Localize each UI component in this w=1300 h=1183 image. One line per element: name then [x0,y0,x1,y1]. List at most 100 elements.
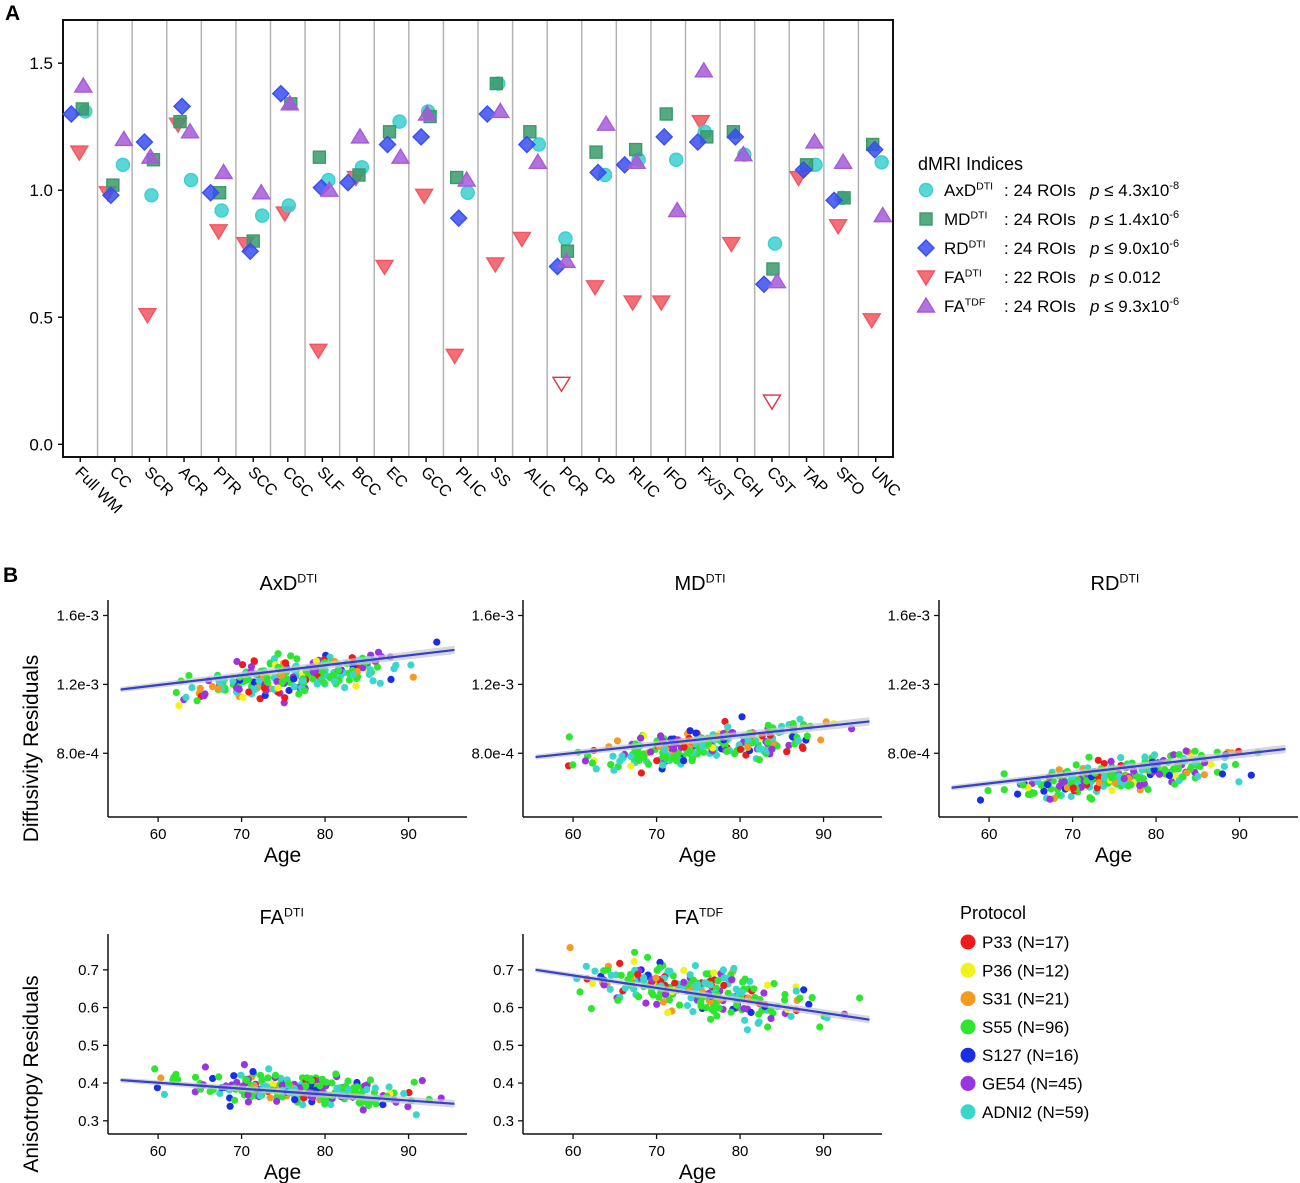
data-point [358,664,367,672]
y-tick-label: 1.2e-3 [471,676,514,693]
data-point [656,964,664,972]
data-point [613,737,622,745]
data-point [781,990,789,999]
plot-title-base: RD [1091,573,1120,595]
data-point [287,652,295,660]
data-point [1220,762,1228,771]
data-point [1117,754,1125,762]
x-tick-label: RLIC [625,464,663,502]
marker-md [75,102,89,116]
marker-fadti [69,145,90,162]
data-point [349,671,357,679]
data-point [172,688,180,697]
marker-md [382,125,397,139]
data-point [708,1005,716,1014]
y-tick-label: 8.0e-4 [56,745,99,762]
data-point [640,977,648,985]
x-tick-label: UNC [867,464,904,501]
data-point [723,747,731,756]
data-point [318,1075,326,1083]
data-point [639,750,647,758]
y-tick-label: 0.4 [78,1075,99,1092]
data-point [316,1082,324,1090]
data-point [686,971,694,979]
x-axis-label: Age [679,1161,716,1183]
x-tick-label: 60 [565,1143,582,1160]
marker-fadti [512,231,532,248]
data-point [344,1077,352,1085]
protocol-swatch [960,1076,976,1091]
data-point [798,743,806,751]
data-point [379,1101,387,1109]
data-point [209,1074,217,1083]
legend-label-axd-base: AxD [944,181,976,200]
data-point [344,1085,353,1094]
data-point [433,638,441,646]
data-point [767,1014,775,1023]
data-point [659,761,667,769]
plot-title-sup: DTI [1119,571,1139,585]
data-point [332,1070,340,1078]
data-point [208,683,217,691]
y-tick-label: 0.6 [493,1000,514,1017]
y-tick-label: 1.2e-3 [56,676,99,693]
x-tick-label: 60 [565,826,582,843]
data-point [373,663,381,671]
marker-axd [183,172,199,188]
data-point [328,1079,336,1087]
data-point [721,717,729,726]
protocol-label: S127 (N=16) [982,1046,1079,1065]
x-tick-label: 90 [815,826,832,843]
x-tick-label: SCC [244,464,280,500]
data-point [805,1000,813,1009]
x-tick-label: PCR [556,464,592,500]
data-point [701,979,709,987]
x-tick-label: 70 [648,1143,665,1160]
data-point [680,978,688,986]
marker-md [312,150,327,164]
legend-p-exp: -8 [1169,180,1179,192]
x-tick-label: 70 [1064,826,1081,843]
x-tick-label: 90 [1231,826,1248,843]
data-point [587,1005,596,1013]
data-point [1120,775,1128,783]
data-point [215,684,223,693]
data-point [724,723,732,731]
legend-label-md: MDDTI [944,210,987,229]
y-axis-label: Diffusivity Residuals [20,655,43,843]
data-point [738,988,746,997]
data-point [738,713,746,721]
data-point [1060,778,1068,786]
data-point [1231,760,1240,769]
data-point [290,675,298,683]
data-point [269,1080,277,1088]
data-point [617,971,625,979]
y-tick-label: 1.6e-3 [887,608,930,625]
data-point [182,693,190,702]
x-tick-label: 80 [732,1143,749,1160]
plot-title-base: FA [675,907,700,929]
y-tick-label: 0.3 [78,1113,99,1130]
protocol-label: GE54 (N=45) [982,1075,1083,1094]
data-point [1083,777,1091,785]
data-point [295,690,303,698]
data-point [1191,747,1199,755]
protocol-label: S31 (N=21) [982,990,1069,1009]
data-point [278,1093,287,1101]
data-point [363,1085,371,1094]
legend-p-exp: -6 [1169,238,1179,250]
data-point [307,1077,316,1085]
data-point [644,760,653,768]
plot-title: RDDTI [1091,571,1140,595]
data-point [285,686,293,695]
data-point [302,1082,310,1090]
marker-fatdf [390,147,411,164]
marker-fatdf [180,122,200,139]
data-point [1127,781,1135,789]
protocol-legend: Protocol P33 (N=17) P36 (N=12) S31 (N=21) S5… [960,903,1089,1122]
data-point [265,1065,273,1073]
data-point [692,729,700,737]
marker-fadti [208,224,229,241]
data-point [271,1071,280,1079]
